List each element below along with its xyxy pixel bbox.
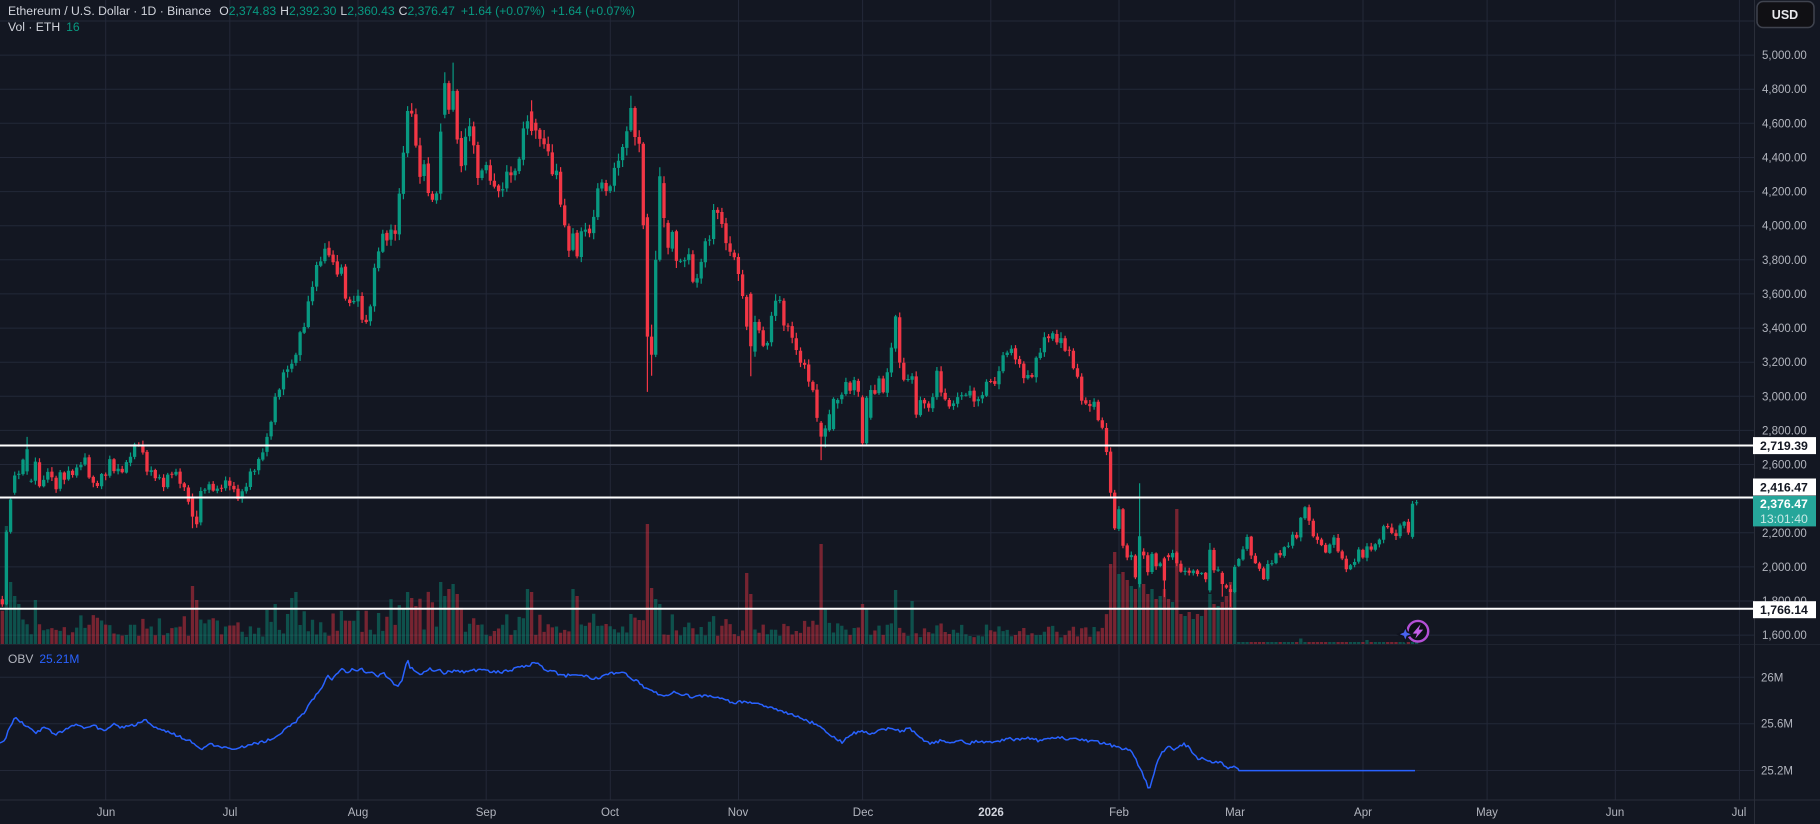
svg-text:25.2M: 25.2M [1761,766,1793,778]
svg-text:Jul: Jul [223,807,238,819]
svg-text:3,600.00: 3,600.00 [1762,289,1807,301]
svg-text:3,000.00: 3,000.00 [1762,391,1807,403]
svg-text:3,800.00: 3,800.00 [1762,255,1807,267]
svg-text:Dec: Dec [853,807,874,819]
svg-text:Oct: Oct [601,807,620,819]
svg-text:2,600.00: 2,600.00 [1762,460,1807,472]
svg-text:2,000.00: 2,000.00 [1762,562,1807,574]
svg-text:4,800.00: 4,800.00 [1762,84,1807,96]
svg-text:Ethereum / U.S. Dollar · 1D ·: Ethereum / U.S. Dollar · 1D · Binance O2,… [8,4,635,18]
svg-text:Sep: Sep [476,807,496,819]
svg-text:Aug: Aug [348,807,368,819]
svg-text:3,400.00: 3,400.00 [1762,323,1807,335]
svg-text:May: May [1476,807,1498,819]
svg-text:USD: USD [1772,8,1798,22]
svg-text:3,200.00: 3,200.00 [1762,357,1807,369]
svg-text:13:01:40: 13:01:40 [1760,512,1808,526]
svg-text:Apr: Apr [1354,807,1372,819]
svg-text:Mar: Mar [1225,807,1245,819]
svg-text:1,600.00: 1,600.00 [1762,630,1807,642]
svg-text:4,200.00: 4,200.00 [1762,187,1807,199]
svg-text:25.6M: 25.6M [1761,719,1793,731]
svg-text:4,000.00: 4,000.00 [1762,221,1807,233]
svg-text:26M: 26M [1761,672,1783,684]
svg-text:2,200.00: 2,200.00 [1762,528,1807,540]
svg-text:1,766.14: 1,766.14 [1760,603,1808,617]
svg-text:Jul: Jul [1732,807,1747,819]
svg-text:Jun: Jun [1606,807,1625,819]
svg-text:2,416.47: 2,416.47 [1760,480,1808,494]
svg-text:2,376.47: 2,376.47 [1760,497,1808,511]
svg-text:4,400.00: 4,400.00 [1762,153,1807,165]
svg-text:4,600.00: 4,600.00 [1762,118,1807,130]
svg-text:2,719.39: 2,719.39 [1760,439,1808,453]
svg-text:Nov: Nov [728,807,749,819]
svg-text:Feb: Feb [1109,807,1129,819]
svg-text:2026: 2026 [978,807,1004,819]
svg-text:Jun: Jun [97,807,116,819]
svg-text:2,800.00: 2,800.00 [1762,425,1807,437]
svg-text:5,000.00: 5,000.00 [1762,50,1807,62]
